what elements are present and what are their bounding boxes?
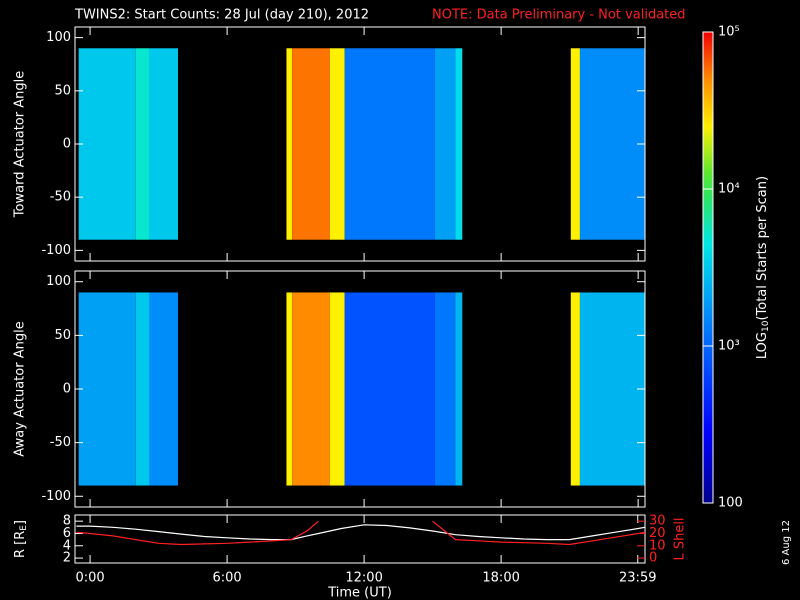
y-tick-label: 0 <box>63 137 71 152</box>
x-tick-label: 0:00 <box>75 571 104 586</box>
label-part: LOG <box>755 332 770 359</box>
y-tick-label: 4 <box>63 538 71 553</box>
y-axis-label: R [RE] <box>13 520 29 558</box>
heatmap-cell <box>579 292 645 486</box>
x-tick-label: 18:00 <box>482 571 519 586</box>
y-tick-label: 8 <box>63 514 71 529</box>
date-stamp: 6 Aug 12 <box>781 520 792 565</box>
label-part: 10 <box>761 320 771 332</box>
x-tick-label: 12:00 <box>345 571 382 586</box>
x-tick-label: 23:59 <box>619 571 656 586</box>
y-tick-label: 100 <box>46 274 71 289</box>
heatmap-cell <box>135 48 150 240</box>
label-part: ] <box>13 520 28 525</box>
y-tick-label: 0 <box>63 382 71 397</box>
colorbar-label: LOG10(Total Starts per Scan) <box>755 176 771 359</box>
heatmap-cell <box>434 48 456 240</box>
y2-tick-label: 20 <box>649 526 666 541</box>
heatmap-cell <box>329 48 345 240</box>
y-tick-label: 50 <box>54 328 71 343</box>
heatmap-cell <box>329 292 345 486</box>
chart-title: TWINS2: Start Counts: 28 Jul (day 210), … <box>74 8 369 23</box>
x-axis-label: Time (UT) <box>327 586 392 600</box>
colorbar-tick-label: 10³ <box>718 339 740 354</box>
heatmap-cell <box>570 292 580 486</box>
heatmap-cell <box>455 292 463 486</box>
colorbar-tick-label: 10⁴ <box>718 182 740 197</box>
y-tick-label: 6 <box>63 526 71 541</box>
y2-tick-label: 10 <box>649 538 666 553</box>
y-axis-label: Away Actuator Angle <box>13 321 28 456</box>
heatmap-cell <box>455 48 463 240</box>
panel-frame <box>74 514 646 564</box>
heatmap-cell <box>135 292 150 486</box>
y-tick-label: 50 <box>54 83 71 98</box>
y-tick-label: -50 <box>50 435 71 450</box>
y2-tick-label: 0 <box>649 551 657 566</box>
heatmap-cell <box>292 48 330 240</box>
colorbar-tick-label: 10⁵ <box>718 25 740 40</box>
colorbar-tick-label: 100 <box>718 496 743 511</box>
heatmap-cell <box>292 292 330 486</box>
heatmap-cell <box>149 48 178 240</box>
heatmap-cell <box>579 48 645 240</box>
x-tick-label: 6:00 <box>212 571 241 586</box>
colorbar <box>702 31 714 504</box>
heatmap-cell <box>434 292 456 486</box>
y2-tick-label: 30 <box>649 514 666 529</box>
heatmap-cell <box>78 292 136 486</box>
y-tick-label: -50 <box>50 190 71 205</box>
heatmap-cell <box>286 48 293 240</box>
heatmap-cell <box>570 48 580 240</box>
label-part: R [R <box>13 531 28 558</box>
note: NOTE: Data Preliminary - Not validated <box>432 8 686 23</box>
heatmap-cell <box>286 292 293 486</box>
y-tick-label: 2 <box>63 551 71 566</box>
label-part: (Total Starts per Scan) <box>755 176 770 321</box>
heatmap-cell <box>149 292 178 486</box>
series-line <box>76 524 645 541</box>
y-tick-label: -100 <box>41 489 71 504</box>
y-axis-label: Toward Actuator Angle <box>13 71 28 218</box>
heatmap-cell <box>344 292 435 486</box>
y-tick-label: -100 <box>41 243 71 258</box>
label-part: E <box>19 525 29 531</box>
series-line <box>76 520 645 546</box>
y-tick-label: 100 <box>46 30 71 45</box>
y2-axis-label: L Shell <box>673 517 688 560</box>
heatmap-cell <box>78 48 136 240</box>
heatmap-cell <box>344 48 435 240</box>
